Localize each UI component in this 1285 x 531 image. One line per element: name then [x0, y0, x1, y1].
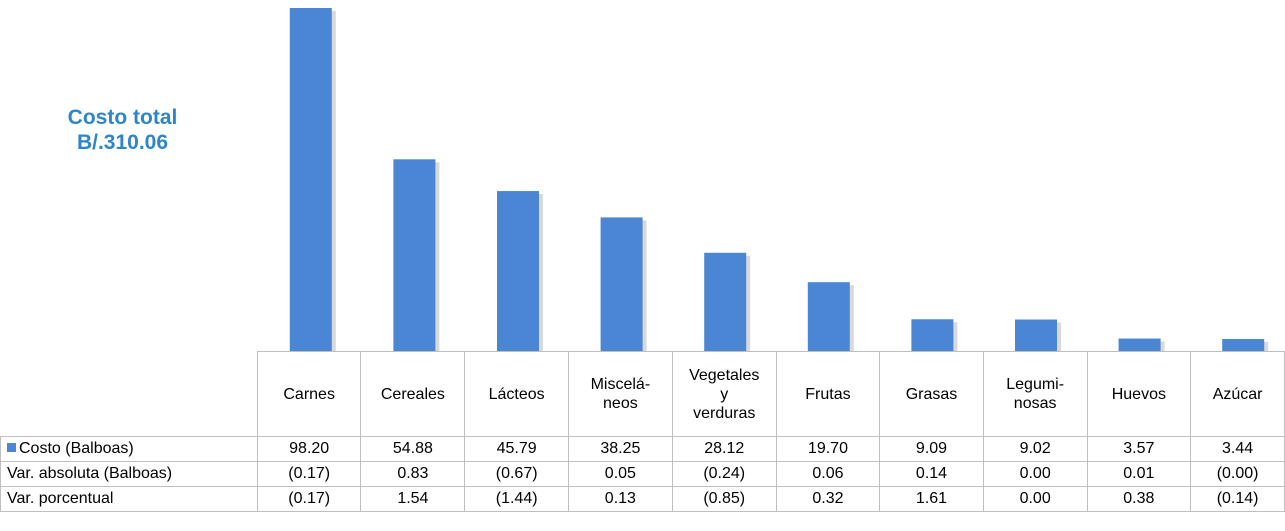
table-cell: 3.44 — [1190, 436, 1285, 462]
table-cell: 3.57 — [1086, 436, 1192, 462]
legend-key-icon — [7, 443, 16, 453]
category-label: Cereales — [360, 351, 466, 437]
bar-10 — [1222, 338, 1265, 351]
category-row: Carnes Cereales Lácteos Miscelá-neos Vegetal… — [1, 351, 1285, 437]
category-label: Vegetales y verduras — [671, 351, 777, 437]
table-cell: 0.14 — [879, 461, 984, 487]
table-cell: (1.44) — [464, 486, 569, 512]
table-cell: 0.32 — [775, 486, 881, 512]
bar-chart — [289, 8, 1269, 351]
table-cell: (0.85) — [671, 486, 777, 512]
table-cell: (0.17) — [256, 461, 362, 487]
total-cost-annotation: Costo total B/.310.06 — [0, 105, 245, 155]
table-row: Costo (Balboas) 98.20 54.88 45.79 38.25 28.12… — [0, 436, 1285, 462]
table-cell: 0.00 — [982, 486, 1088, 512]
table-cell: 54.88 — [360, 436, 466, 462]
bar-7 — [911, 319, 954, 351]
bar-2 — [393, 159, 436, 351]
table-cell: 98.20 — [256, 436, 362, 462]
annotation-line-2: B/.310.06 — [76, 131, 169, 154]
table-cell: 0.06 — [775, 461, 881, 487]
category-label: Legumi-nosas — [982, 351, 1088, 437]
table-cell: (0.00) — [1190, 461, 1285, 487]
table-cell: (0.67) — [464, 461, 569, 487]
table-row: Var. absoluta (Balboas) (0.17) 0.83 (0.67) 0… — [0, 461, 1285, 487]
table-cell: 9.09 — [879, 436, 984, 462]
category-label: Carnes — [256, 351, 362, 437]
table-cell: (0.17) — [256, 486, 362, 512]
table-cell: 9.02 — [982, 436, 1088, 462]
table-cell: 28.12 — [671, 436, 777, 462]
table-cell: (0.14) — [1190, 486, 1285, 512]
category-label: Azúcar — [1190, 351, 1285, 437]
table-cell: 1.54 — [360, 486, 466, 512]
bar-5 — [704, 252, 747, 351]
annotation-line-1: Costo total — [67, 106, 178, 129]
table-cell: 0.13 — [568, 486, 673, 512]
bar-3 — [497, 191, 539, 351]
category-label: Huevos — [1086, 351, 1192, 437]
table-corner — [1, 352, 258, 437]
bar-1 — [289, 8, 332, 351]
bar-8 — [1015, 319, 1057, 351]
category-label: Lácteos — [464, 351, 569, 437]
row-label: Var. porcentual — [0, 486, 258, 512]
table-cell: 0.83 — [360, 461, 466, 487]
table-row: Var. porcentual (0.17) 1.54 (1.44) 0.13 (0.85… — [0, 486, 1285, 512]
table-cell: 0.00 — [982, 461, 1088, 487]
category-label: Frutas — [775, 351, 881, 437]
table-cell: 0.38 — [1086, 486, 1192, 512]
table-cell: 1.61 — [879, 486, 984, 512]
bar-6 — [807, 282, 850, 351]
bar-9 — [1118, 338, 1161, 351]
table-cell: 45.79 — [464, 436, 569, 462]
table-cell: (0.24) — [671, 461, 777, 487]
category-label: Miscelá-neos — [568, 351, 673, 437]
row-label: Var. absoluta (Balboas) — [0, 461, 258, 487]
bar-4 — [600, 217, 643, 351]
table-cell: 0.01 — [1086, 461, 1192, 487]
category-label: Grasas — [879, 351, 984, 437]
row-label: Costo (Balboas) — [0, 436, 258, 462]
table-cell: 0.05 — [568, 461, 673, 487]
table-cell: 19.70 — [775, 436, 881, 462]
data-table: Carnes Cereales Lácteos Miscelá-neos Vegetal… — [0, 351, 1285, 512]
table-cell: 38.25 — [568, 436, 673, 462]
